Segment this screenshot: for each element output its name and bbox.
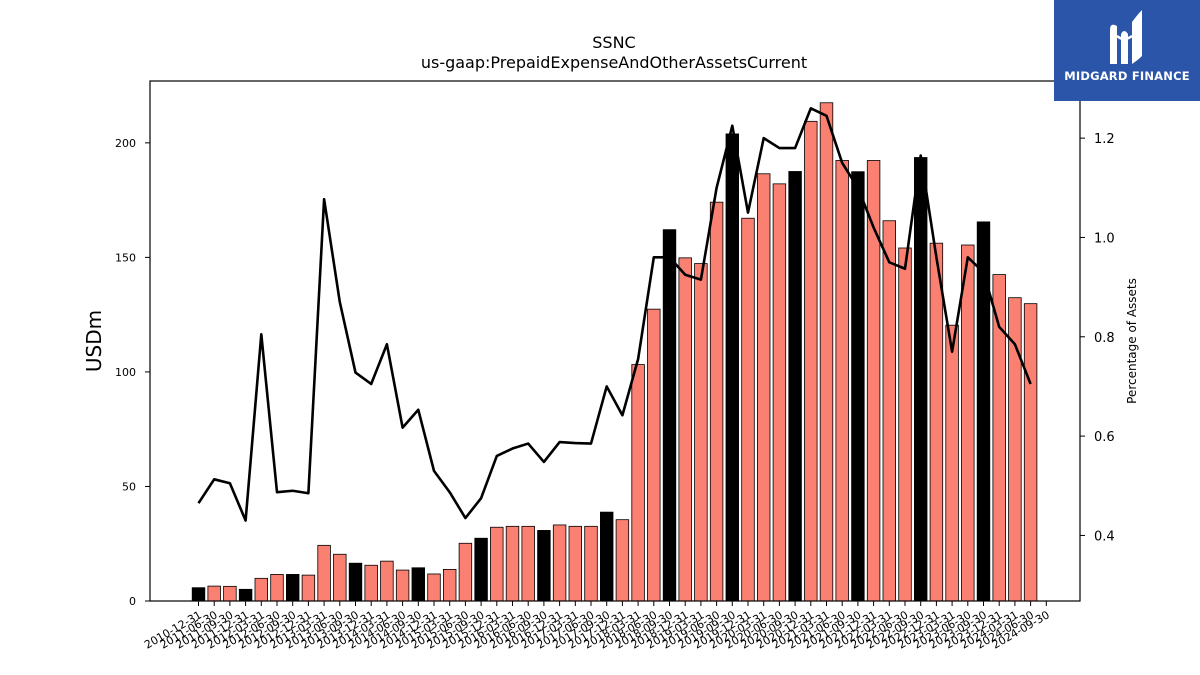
bar-2017-03-31 bbox=[568, 525, 583, 602]
bar-2022-12-31 bbox=[929, 242, 944, 602]
y2-tick-label: 0.4 bbox=[1094, 529, 1115, 544]
bar-2019-03-31 bbox=[694, 263, 708, 602]
bar-2020-09-30 bbox=[788, 171, 802, 602]
y2-tick-label: 1.0 bbox=[1094, 231, 1115, 246]
logo-mark-icon bbox=[1110, 10, 1142, 65]
chart-subtitle: us-gaap:PrepaidExpenseAndOtherAssetsCurr… bbox=[421, 53, 807, 72]
bar-2016-12-31 bbox=[552, 524, 567, 602]
bar-2016-03-31 bbox=[505, 525, 520, 602]
bar-2012-03-31 bbox=[254, 577, 269, 602]
bar-2014-09-30 bbox=[411, 567, 426, 602]
bar-2016-09-30 bbox=[537, 530, 551, 602]
bar-2021-06-30 bbox=[835, 160, 849, 602]
y2-tick-label: 1.2 bbox=[1094, 132, 1115, 147]
logo-text: MIDGARD FINANCE bbox=[1064, 69, 1190, 83]
bar-2024-06-30 bbox=[1023, 303, 1038, 602]
bar-2022-03-31 bbox=[882, 220, 897, 602]
y2-tick-label: 0.8 bbox=[1094, 331, 1115, 346]
bar-2012-09-30 bbox=[285, 574, 300, 602]
bar-2011-12-31 bbox=[238, 588, 253, 602]
bar-2023-09-30 bbox=[976, 221, 991, 602]
y2-axis-label: Percentage of Assets bbox=[1125, 278, 1139, 404]
bar-2014-06-30 bbox=[395, 569, 410, 602]
plot-frame bbox=[149, 80, 1081, 602]
y-axis-label: USDm bbox=[82, 310, 106, 372]
bar-2018-12-31 bbox=[678, 257, 692, 602]
y2-tick-label: 0.6 bbox=[1094, 430, 1115, 445]
bar-2023-03-31 bbox=[945, 324, 959, 602]
bar-2013-03-31 bbox=[317, 544, 331, 602]
bar-2018-09-30 bbox=[662, 229, 677, 602]
bars-layer bbox=[191, 102, 1038, 602]
midgard-finance-logo: MIDGARD FINANCE bbox=[1054, 0, 1200, 101]
bar-2022-09-30 bbox=[914, 157, 928, 602]
bar-2017-09-30 bbox=[600, 511, 614, 602]
left-axis: 0 50 100 150 200 bbox=[115, 137, 150, 608]
bar-2012-06-30 bbox=[270, 574, 284, 602]
bar-2015-03-31 bbox=[442, 568, 457, 602]
right-axis: 0.4 0.6 0.8 1.0 1.2 bbox=[1080, 132, 1115, 544]
bar-2015-06-30 bbox=[458, 542, 473, 602]
y-tick-label: 150 bbox=[115, 251, 136, 264]
bar-2017-06-30 bbox=[584, 525, 598, 602]
bar-2020-12-31 bbox=[804, 120, 818, 602]
x-axis: 2010-12-312011-06-302011-09-302011-12-31… bbox=[142, 601, 1052, 652]
bar-2019-09-30 bbox=[725, 133, 740, 602]
y-tick-label: 200 bbox=[115, 137, 136, 150]
bar-2014-03-31 bbox=[380, 560, 394, 602]
y-tick-label: 50 bbox=[122, 480, 136, 493]
bar-2013-12-31 bbox=[364, 564, 378, 602]
bar-2011-09-30 bbox=[223, 585, 237, 602]
line-layer bbox=[197, 107, 1032, 522]
bar-2010-12-31 bbox=[191, 587, 206, 602]
bar-2015-12-31 bbox=[490, 526, 504, 602]
bar-2013-06-30 bbox=[333, 553, 347, 602]
bar-2021-09-30 bbox=[851, 171, 865, 602]
chart-title: SSNC bbox=[592, 33, 635, 52]
bar-2015-09-30 bbox=[474, 537, 488, 602]
bar-2014-12-31 bbox=[427, 573, 441, 602]
bar-2019-12-31 bbox=[741, 217, 755, 602]
bar-2018-03-31 bbox=[631, 364, 645, 602]
bar-2011-06-30 bbox=[207, 585, 221, 602]
bar-2022-06-30 bbox=[898, 247, 912, 602]
bar-2020-03-31 bbox=[757, 173, 771, 602]
bar-2012-12-31 bbox=[301, 574, 316, 602]
bar-2021-03-31 bbox=[819, 102, 834, 602]
bar-2019-06-30 bbox=[709, 201, 724, 602]
series-line bbox=[197, 107, 1032, 522]
y-tick-label: 100 bbox=[115, 366, 136, 379]
bar-2013-09-30 bbox=[348, 562, 363, 602]
bar-2020-06-30 bbox=[772, 183, 787, 602]
bar-2017-12-31 bbox=[615, 519, 630, 602]
bar-2023-06-30 bbox=[961, 244, 975, 602]
y-tick-label: 0 bbox=[129, 595, 136, 608]
bar-2016-06-30 bbox=[521, 525, 535, 602]
bar-2018-06-30 bbox=[647, 308, 661, 602]
